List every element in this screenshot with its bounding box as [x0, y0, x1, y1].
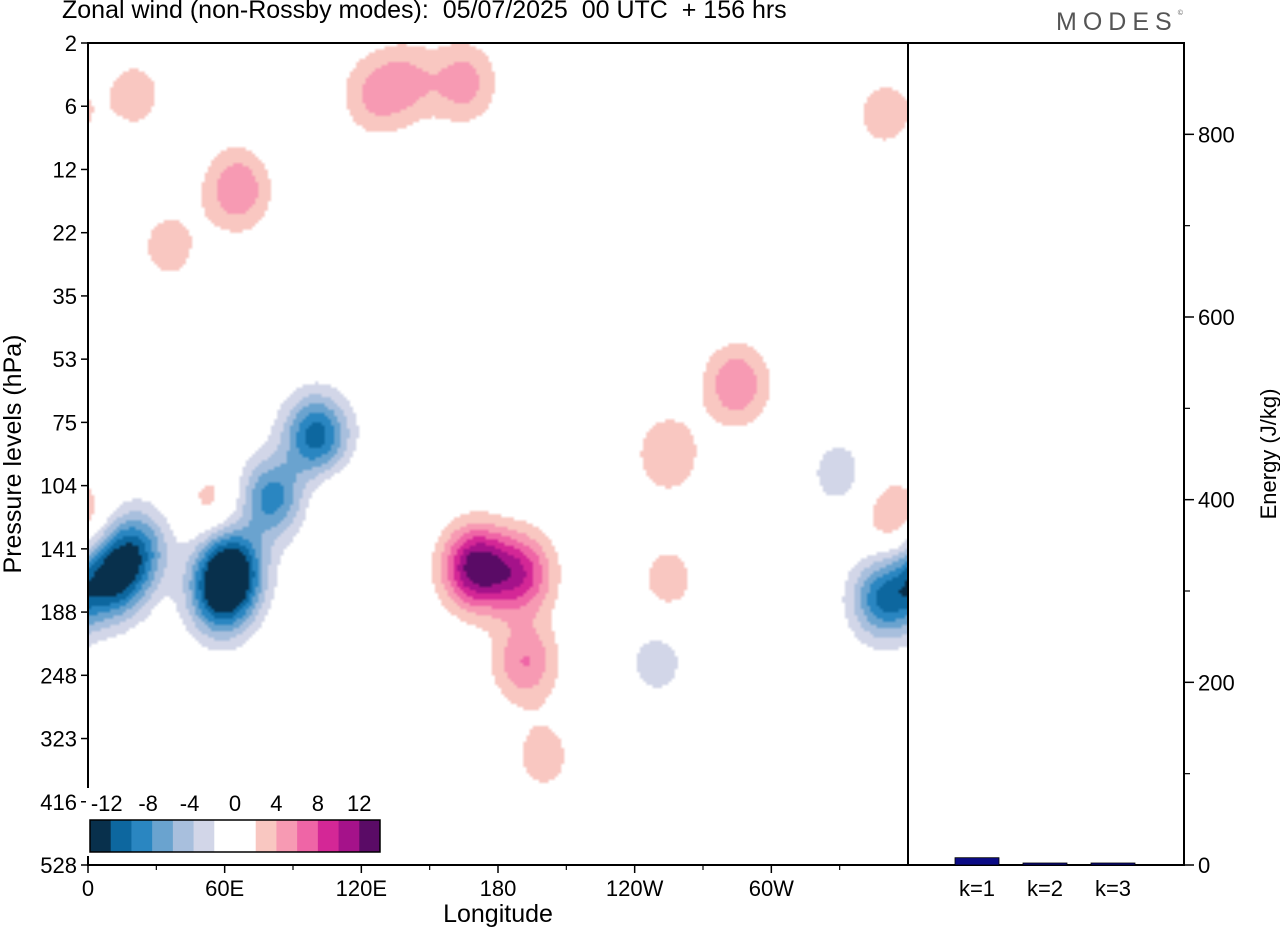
energy-categories: k=1 k=2 k=3	[959, 876, 1131, 901]
colorbar-label: -12	[91, 791, 123, 816]
x-tick-label: 60W	[749, 876, 794, 901]
x-tick-label: 0	[82, 876, 94, 901]
y-tick-label: 6	[65, 94, 77, 119]
colorbar-swatch	[297, 820, 319, 852]
y-tick-label: 528	[40, 853, 77, 878]
y-tick-label: 2	[65, 31, 77, 56]
energy-bar	[954, 857, 1000, 866]
y-tick-label: 12	[53, 157, 77, 182]
y-tick-label: 248	[40, 663, 77, 688]
colorbar-swatch	[193, 820, 215, 852]
energy-frame	[907, 42, 1185, 866]
energy-category-label: k=2	[1027, 876, 1063, 901]
energy-axis-label: Energy (J/kg)	[1256, 389, 1280, 520]
y-tick-label: 35	[53, 284, 77, 309]
colorbar-label: -8	[138, 791, 158, 816]
y-tick-label: 141	[40, 537, 77, 562]
colorbar-swatch	[255, 820, 277, 852]
x-tick-label: 120W	[606, 876, 664, 901]
x-tick-label: 60E	[205, 876, 244, 901]
x-axis: 0 60E 120E 180 120W 60W	[82, 865, 841, 901]
energy-axis: 0 200 400 600 800	[1184, 122, 1235, 878]
colorbar-swatch	[317, 820, 339, 852]
x-tick-label: 120E	[336, 876, 387, 901]
y-axis-label: Pressure levels (hPa)	[0, 335, 27, 574]
energy-tick-label: 400	[1198, 488, 1235, 513]
energy-tick-label: 600	[1198, 305, 1235, 330]
energy-tick-label: 800	[1198, 122, 1235, 147]
colorbar-label: 0	[229, 791, 241, 816]
colorbar-swatch	[90, 820, 112, 852]
colorbar-swatch	[131, 820, 153, 852]
colorbar-swatch	[214, 820, 236, 852]
energy-bars	[954, 857, 1136, 866]
colorbar-outline	[89, 819, 381, 853]
colorbar-swatch	[172, 820, 194, 852]
colorbar-swatch	[338, 820, 360, 852]
y-tick-label: 416	[40, 790, 77, 815]
energy-tick-label: 0	[1198, 853, 1210, 878]
energy-bar	[1022, 862, 1068, 866]
y-tick-label: 323	[40, 727, 77, 752]
colorbar-label: 4	[270, 791, 282, 816]
y-axis: 2 6 12 22 35 53 75 104 141 188 248 323 416 528	[40, 31, 88, 878]
wind-field-image	[88, 43, 908, 865]
chart-title: Zonal wind (non-Rossby modes): 05/07/202…	[62, 0, 787, 24]
energy-tick-label: 200	[1198, 670, 1235, 695]
x-tick-label: 180	[480, 876, 517, 901]
colorbar-label: 8	[312, 791, 324, 816]
energy-category-label: k=3	[1095, 876, 1131, 901]
contour-plot	[87, 42, 909, 866]
colorbar-swatch	[152, 820, 174, 852]
y-tick-label: 104	[40, 474, 77, 499]
energy-category-label: k=1	[959, 876, 995, 901]
colorbar-label: 12	[347, 791, 371, 816]
colorbar-swatch	[359, 820, 381, 852]
energy-bar	[1090, 862, 1136, 866]
x-axis-label: Longitude	[443, 900, 553, 928]
y-tick-label: 188	[40, 600, 77, 625]
colorbar-swatch	[110, 820, 132, 852]
y-tick-label: 22	[53, 221, 77, 246]
colorbar-label: -4	[180, 791, 200, 816]
colorbar-swatch	[276, 820, 298, 852]
y-tick-label: 75	[53, 410, 77, 435]
brand-logo: MODES©	[1056, 8, 1183, 36]
energy-panel: 0 200 400 600 800 k=1 k=2 k=3 Energy (J/kg)	[907, 42, 1280, 901]
colorbar-swatch	[235, 820, 257, 852]
colorbar: -12 -8 -4 0 4 8 12	[86, 788, 384, 856]
y-tick-label: 53	[53, 347, 77, 372]
